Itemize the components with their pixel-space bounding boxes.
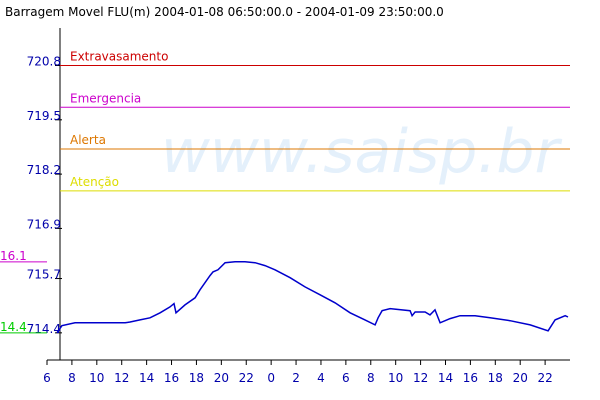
data-line — [56, 261, 569, 334]
x-tick-label: 20 — [214, 371, 229, 385]
y-tick-label: 718.2 — [27, 163, 61, 177]
x-tick-label: 16 — [463, 371, 478, 385]
x-tick-label: 18 — [488, 371, 503, 385]
y-tick-label: 715.7 — [27, 268, 61, 282]
threshold-label: Atenção — [70, 175, 119, 189]
y-tick-label: 720.8 — [27, 55, 61, 69]
x-tick-label: 6 — [43, 371, 51, 385]
x-tick-label: 0 — [267, 371, 275, 385]
extreme-label: 14.4 — [0, 320, 27, 334]
x-tick-label: 18 — [189, 371, 204, 385]
watermark: www.saisp.br — [161, 117, 563, 187]
x-tick-label: 14 — [139, 371, 154, 385]
x-tick-label: 22 — [537, 371, 552, 385]
x-tick-label: 12 — [413, 371, 428, 385]
chart-title: Barragem Movel FLU(m) 2004-01-08 06:50:0… — [5, 5, 444, 19]
x-tick-label: 20 — [513, 371, 528, 385]
x-tick-label: 22 — [239, 371, 254, 385]
x-tick-label: 16 — [164, 371, 179, 385]
y-tick-label: 719.5 — [27, 109, 61, 123]
x-tick-label: 8 — [68, 371, 76, 385]
x-tick-label: 10 — [388, 371, 403, 385]
threshold-label: Alerta — [70, 133, 106, 147]
x-tick-label: 6 — [342, 371, 350, 385]
x-tick-label: 2 — [292, 371, 300, 385]
x-tick-label: 8 — [367, 371, 375, 385]
x-tick-label: 14 — [438, 371, 453, 385]
x-tick-label: 12 — [114, 371, 129, 385]
threshold-label: Extravasamento — [70, 50, 168, 64]
y-tick-label: 714.4 — [27, 322, 61, 336]
threshold-label: Emergencia — [70, 91, 141, 105]
x-tick-label: 10 — [89, 371, 104, 385]
y-tick-label: 716.9 — [27, 217, 61, 231]
x-tick-label: 4 — [317, 371, 325, 385]
extreme-label: 16.1 — [0, 249, 27, 263]
